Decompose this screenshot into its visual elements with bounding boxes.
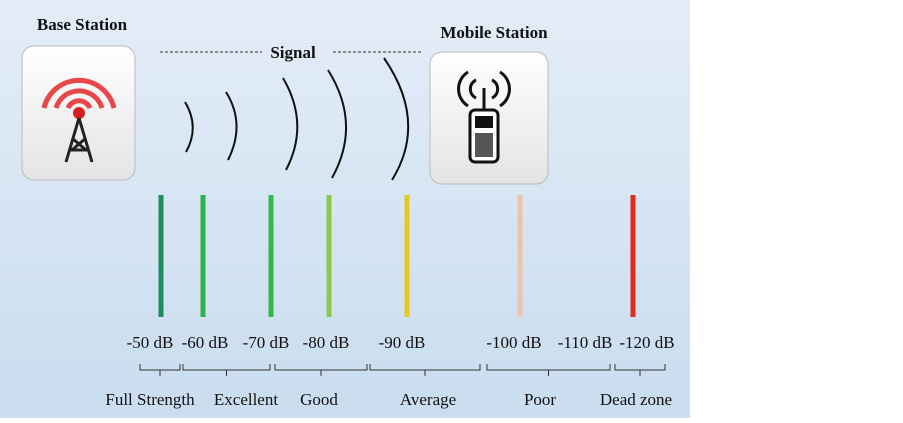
- level-label: -100 dB: [486, 333, 541, 352]
- level-label: -80 dB: [303, 333, 350, 352]
- signal-label: Signal: [270, 43, 316, 62]
- zone-label: Full Strength: [105, 390, 195, 409]
- level-bar: [326, 195, 332, 317]
- level-bar: [158, 195, 164, 317]
- zone-label: Poor: [524, 390, 556, 409]
- zone-label: Excellent: [214, 390, 278, 409]
- level-label: -110 dB: [558, 333, 613, 352]
- level-bar: [200, 195, 206, 317]
- mobile-station-label: Mobile Station: [440, 23, 548, 42]
- zone-label: Dead zone: [600, 390, 672, 409]
- level-bar: [630, 195, 636, 317]
- level-bar: [404, 195, 410, 317]
- zone-label: Good: [300, 390, 338, 409]
- level-bar: [517, 195, 523, 317]
- level-label: -60 dB: [182, 333, 229, 352]
- zone-label: Average: [400, 390, 456, 409]
- mobile-station-icon: [429, 51, 549, 185]
- level-label: -120 dB: [619, 333, 674, 352]
- signal-arcs: [184, 57, 410, 181]
- level-label: -70 dB: [243, 333, 290, 352]
- base-station-label: Base Station: [37, 15, 128, 34]
- level-label: -90 dB: [379, 333, 426, 352]
- base-station-icon: [21, 45, 136, 181]
- level-bar: [268, 195, 274, 317]
- level-label: -50 dB: [127, 333, 174, 352]
